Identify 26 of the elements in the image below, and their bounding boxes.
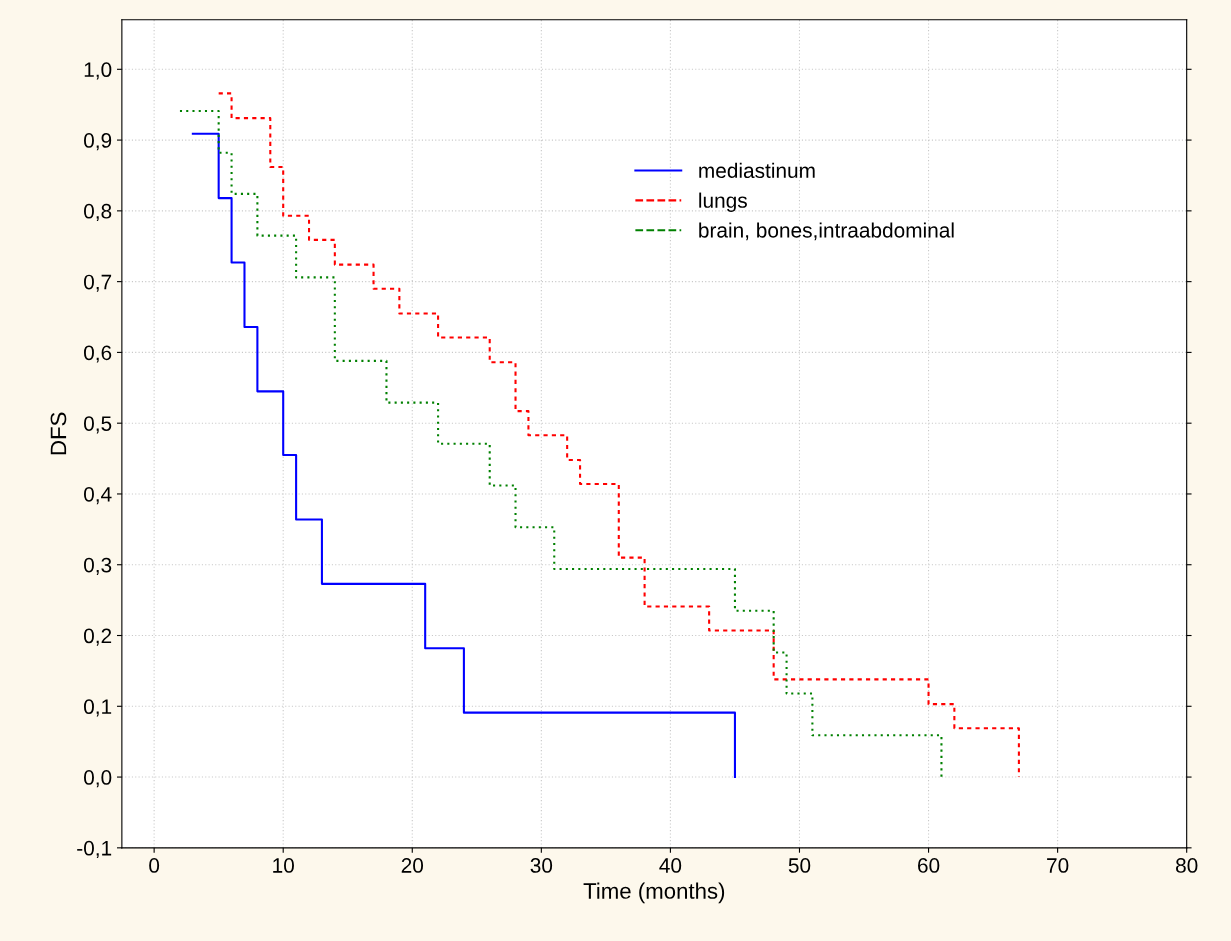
legend-label: brain, bones,intraabdominal <box>699 222 954 241</box>
x-tick-label: 10 <box>273 858 294 873</box>
y-tick-label: 1,0 <box>84 62 112 80</box>
x-tick-label: 50 <box>788 858 811 873</box>
x-tick-label: 0 <box>149 858 160 873</box>
legend-label: lungs <box>699 192 747 212</box>
y-tick-label: 0,7 <box>84 274 112 292</box>
y-tick-label: 0,1 <box>84 699 112 717</box>
y-tick-label: 0,6 <box>84 345 112 363</box>
x-tick-label: 60 <box>918 858 940 873</box>
x-axis-title: Time (months) <box>583 882 725 904</box>
y-tick-label: 0,8 <box>84 203 112 222</box>
x-tick-label: 70 <box>1047 858 1069 873</box>
y-axis-title: DFS <box>50 412 67 455</box>
y-tick-label: -0,1 <box>77 840 112 859</box>
x-tick-label: 20 <box>401 858 424 873</box>
y-tick-label: 0,4 <box>84 486 112 505</box>
y-tick-label: 0,3 <box>84 557 112 575</box>
y-tick-label: 0,0 <box>84 770 112 788</box>
x-tick-label: 30 <box>530 858 553 873</box>
y-tick-label: 0,5 <box>84 416 112 434</box>
y-tick-label: 0,9 <box>84 133 112 151</box>
legend-label: mediastinum <box>699 162 815 179</box>
x-tick-label: 80 <box>1176 858 1198 873</box>
x-tick-label: 40 <box>659 858 682 873</box>
y-tick-label: 0,2 <box>84 628 112 646</box>
